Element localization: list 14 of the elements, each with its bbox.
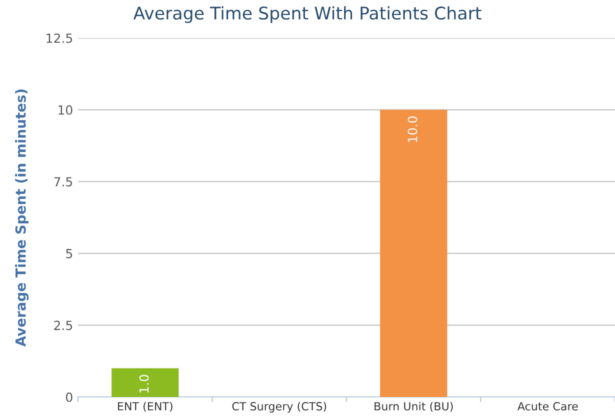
y-tick-label: 5 — [66, 249, 72, 258]
data-label: 10.0 — [408, 116, 418, 142]
y-tick-label: 7.5 — [54, 177, 72, 187]
data-label: 1.0 — [139, 374, 149, 393]
chart-title: Average Time Spent With Patients Chart — [133, 6, 482, 24]
y-tick-label: 0 — [66, 392, 72, 402]
x-tick-label: Burn Unit (BU) — [374, 402, 453, 412]
y-tick-label: 2.5 — [54, 320, 72, 330]
y-axis-title: Average Time Spent (in minutes) — [15, 90, 29, 347]
x-tick-label: Acute Care — [517, 402, 578, 410]
x-tick-label: ENT (ENT) — [118, 402, 172, 412]
y-tick-label: 10 — [58, 105, 72, 115]
x-tick-label: CT Surgery (CTS) — [232, 402, 326, 413]
y-tick-label: 12.5 — [46, 33, 72, 43]
